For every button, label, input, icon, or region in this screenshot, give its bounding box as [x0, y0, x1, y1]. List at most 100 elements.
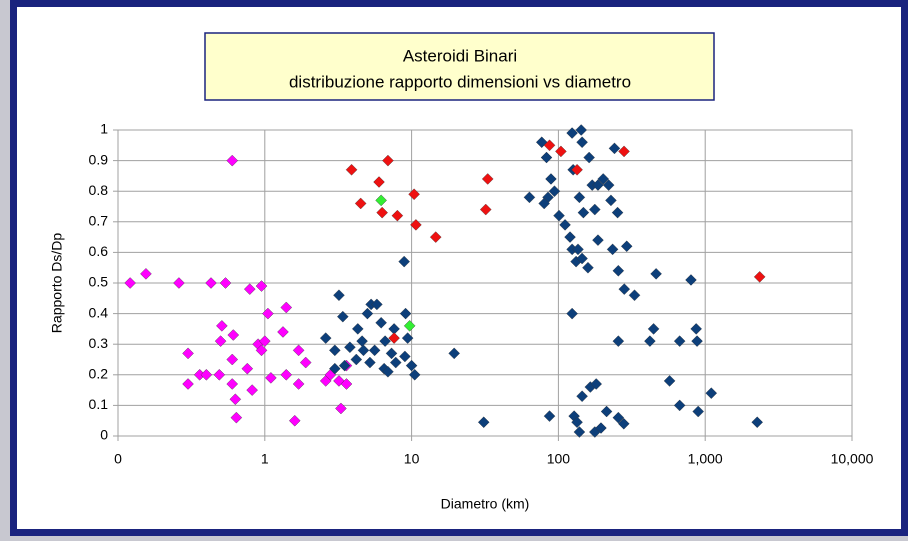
y-axis-label: Rapporto Ds/Dp — [49, 233, 65, 334]
data-point — [620, 240, 633, 253]
data-point — [576, 252, 588, 265]
data-point — [255, 344, 268, 357]
data-point — [592, 179, 604, 191]
data-point — [612, 335, 625, 347]
data-point — [382, 365, 394, 378]
data-point — [230, 411, 243, 424]
data-point — [262, 307, 274, 320]
data-point — [340, 378, 353, 390]
data-point — [200, 369, 213, 381]
data-point — [319, 332, 332, 344]
y-tick-label: 0.5 — [89, 274, 109, 290]
y-tick-label: 0.4 — [89, 304, 109, 320]
data-point — [214, 335, 227, 347]
data-point — [692, 405, 704, 418]
data-point — [545, 173, 557, 185]
data-point — [388, 332, 400, 344]
data-point — [618, 283, 631, 295]
data-point — [255, 280, 268, 292]
data-point — [576, 390, 588, 403]
data-point — [259, 335, 271, 347]
data-point — [595, 422, 607, 434]
x-tick-label: 1,000 — [688, 451, 723, 467]
data-point — [354, 197, 367, 210]
data-point — [344, 341, 356, 354]
data-point — [405, 359, 418, 372]
data-point — [376, 206, 388, 219]
data-point — [398, 255, 410, 268]
data-point — [673, 335, 686, 347]
data-point — [429, 231, 442, 243]
x-tick-label: 10 — [404, 451, 420, 467]
data-point — [705, 387, 718, 399]
data-point — [280, 301, 293, 314]
data-point — [299, 356, 312, 369]
data-point — [410, 219, 422, 231]
data-point — [408, 369, 421, 381]
data-point — [352, 323, 364, 335]
data-point — [205, 277, 217, 289]
data-point — [350, 353, 363, 366]
data-point — [357, 344, 370, 357]
data-point — [481, 173, 494, 185]
data-point — [612, 411, 625, 424]
data-point — [379, 335, 391, 347]
y-tick-label: 0.6 — [89, 243, 109, 259]
data-point — [590, 378, 603, 390]
data-point — [650, 268, 662, 280]
chart-title: Asteroidi Binari — [403, 46, 517, 65]
data-point — [399, 307, 412, 320]
data-point — [229, 393, 242, 406]
data-point — [335, 402, 347, 415]
data-point — [751, 416, 763, 429]
data-point — [592, 234, 604, 246]
data-point — [612, 264, 625, 277]
data-point — [618, 145, 630, 158]
data-point — [124, 277, 136, 289]
data-point — [548, 185, 561, 197]
data-point — [540, 151, 553, 164]
data-point — [606, 243, 619, 256]
data-point — [401, 332, 414, 344]
data-point — [571, 416, 583, 429]
data-point — [385, 347, 398, 360]
chart-subtitle: distribuzione rapporto dimensioni vs dia… — [289, 72, 631, 91]
data-point — [538, 197, 550, 210]
y-tick-label: 0 — [100, 427, 108, 443]
data-point — [182, 347, 194, 360]
data-point — [216, 320, 228, 332]
data-point — [227, 329, 240, 341]
data-point — [573, 191, 586, 204]
data-point — [555, 145, 567, 158]
data-point — [391, 209, 404, 222]
data-point — [663, 375, 676, 387]
x-tick-label: 0 — [114, 451, 122, 467]
data-point — [173, 277, 185, 289]
data-point — [226, 154, 239, 167]
data-point — [577, 206, 590, 219]
data-point — [673, 399, 686, 412]
data-point — [375, 194, 387, 207]
data-point — [213, 369, 226, 381]
data-point — [602, 179, 615, 191]
data-point — [572, 243, 584, 256]
data-point — [364, 356, 376, 369]
data-point — [477, 416, 490, 429]
data-point — [292, 378, 305, 390]
data-point — [219, 277, 232, 289]
data-point — [479, 203, 492, 216]
data-point — [408, 188, 420, 201]
data-point — [583, 151, 595, 164]
data-point — [226, 378, 239, 390]
data-point — [329, 344, 341, 357]
x-tick-label: 1 — [261, 451, 269, 467]
data-point — [403, 320, 416, 332]
data-point — [576, 136, 588, 149]
data-point — [543, 410, 556, 422]
data-point — [280, 369, 293, 381]
data-point — [690, 323, 702, 335]
data-point — [605, 194, 617, 207]
data-point — [628, 289, 641, 302]
data-point — [265, 372, 277, 384]
